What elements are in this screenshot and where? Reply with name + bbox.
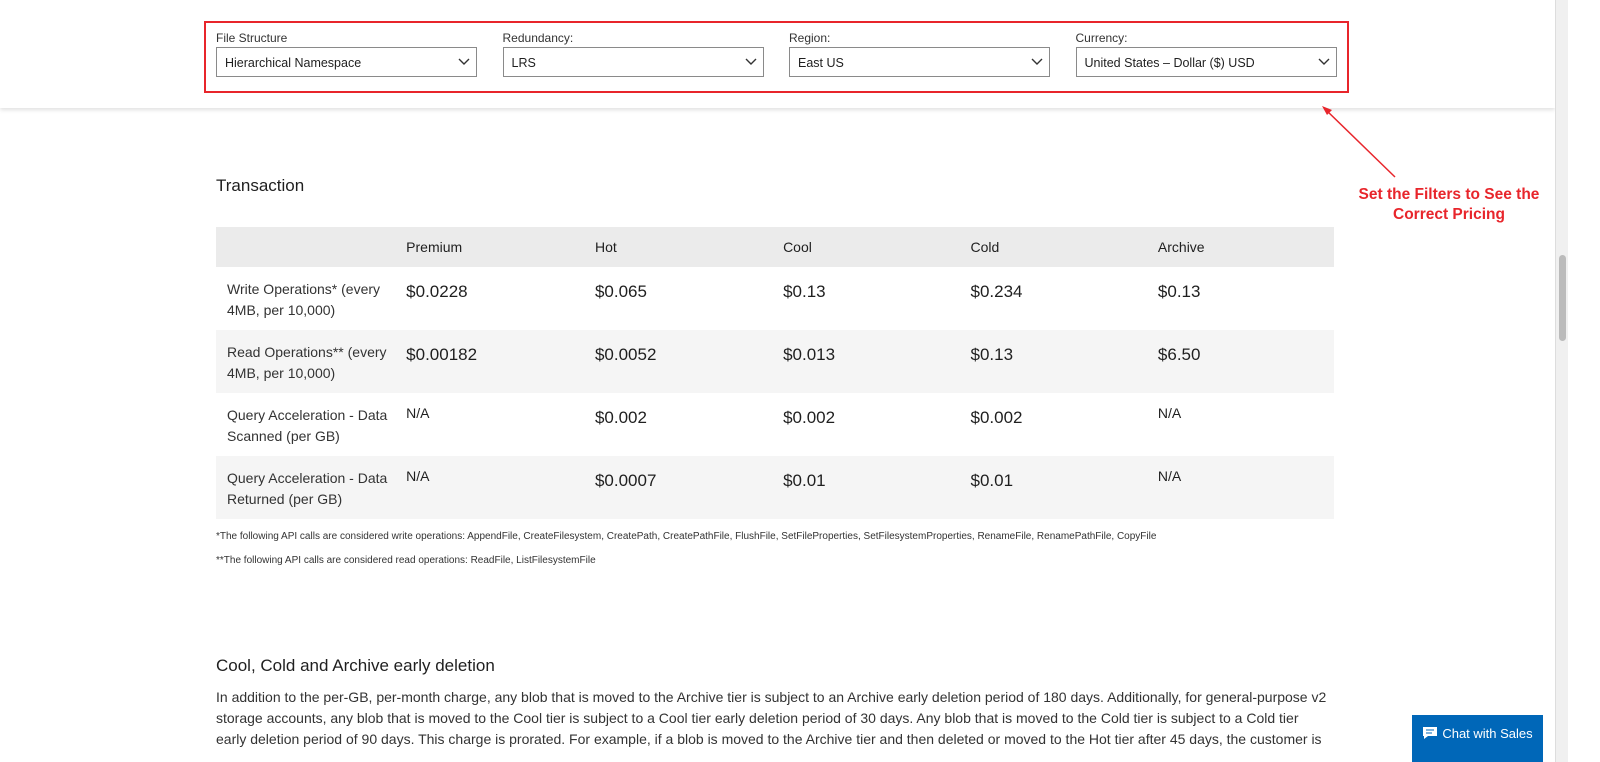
footnote: *The following API calls are considered …	[216, 531, 1157, 542]
paragraph-line: early deletion period of 90 days. This c…	[216, 731, 1322, 747]
filter-label: Region:	[789, 31, 831, 45]
dropdown-value[interactable]: East US	[798, 56, 844, 70]
price-cell: $0.0228	[395, 267, 584, 330]
filter-label: File Structure	[216, 31, 288, 45]
price-cell: $0.00182	[395, 330, 584, 393]
price-cell: $0.01	[959, 456, 1147, 519]
price-cell: $0.002	[772, 393, 960, 456]
table-row: Write Operations* (every 4MB, per 10,000…	[216, 267, 1334, 330]
footnote: **The following API calls are considered…	[216, 555, 596, 566]
dropdown-value[interactable]: United States – Dollar ($) USD	[1084, 56, 1255, 70]
filter: Redundancy: LRS	[502, 31, 764, 77]
price-cell: $0.002	[583, 393, 773, 456]
section-title: Transaction	[216, 176, 305, 195]
price-cell: N/A	[1146, 393, 1334, 456]
price-cell: $0.065	[583, 267, 773, 330]
price-cell: $0.0007	[583, 456, 773, 519]
scroll-thumb[interactable]	[1559, 255, 1566, 341]
chat-button[interactable]: Chat with Sales	[1412, 715, 1543, 762]
price-cell: $0.234	[959, 267, 1147, 330]
annotation: Set the Filters to See the Correct Prici…	[1358, 186, 1540, 223]
dropdown[interactable]: United States – Dollar ($) USD	[1075, 47, 1337, 77]
dropdown[interactable]: East US	[789, 47, 1050, 77]
filter: Region: East US	[789, 31, 1050, 77]
dropdown-value[interactable]: Hierarchical Namespace	[225, 56, 362, 70]
paragraph-line: storage accounts, any blob that is moved…	[216, 710, 1299, 726]
price-cell: N/A	[1146, 456, 1334, 519]
row-label: Query Acceleration - Data Returned (per …	[216, 456, 396, 519]
chat-label[interactable]: Chat with Sales	[1442, 726, 1533, 741]
filter: Currency: United States – Dollar ($) USD	[1075, 31, 1337, 77]
price-cell: $0.13	[959, 330, 1147, 393]
header-cell: Cool	[772, 227, 960, 267]
table-row: Query Acceleration - Data Scanned (per G…	[216, 393, 1334, 456]
filter: File Structure Hierarchical Namespace	[216, 31, 477, 77]
dropdown-value[interactable]: LRS	[511, 56, 536, 70]
margin	[1568, 0, 1600, 762]
chevron	[458, 58, 470, 65]
price-cell: $0.0052	[583, 330, 773, 393]
pricing-table: Premium Hot Cool Cold Archive Write Operation…	[216, 227, 1334, 519]
chevron	[1031, 58, 1043, 65]
price-cell: $0.13	[772, 267, 960, 330]
price-cell: $0.002	[959, 393, 1147, 456]
chevron	[745, 58, 756, 65]
dropdown[interactable]: Hierarchical Namespace	[216, 47, 477, 77]
dropdown[interactable]: LRS	[502, 47, 764, 77]
section-title: Cool, Cold and Archive early deletion	[216, 656, 495, 675]
highlight-box	[204, 21, 1349, 93]
filter-label: Currency:	[1075, 31, 1128, 45]
table-row: Query Acceleration - Data Returned (per …	[216, 456, 1334, 519]
price-cell: $0.013	[772, 330, 960, 393]
paragraph-line: In addition to the per-GB, per-month cha…	[216, 689, 1327, 705]
header-cell	[216, 227, 396, 267]
row-label: Write Operations* (every 4MB, per 10,000…	[216, 267, 396, 330]
scrollbar[interactable]	[1555, 0, 1569, 762]
chevron	[1318, 58, 1329, 65]
header-cell: Premium	[395, 227, 584, 267]
price-cell: $6.50	[1146, 330, 1334, 393]
price-cell: $0.13	[1146, 267, 1334, 330]
row-label: Read Operations** (every 4MB, per 10,000…	[216, 330, 396, 393]
filter-label: Redundancy:	[502, 31, 574, 45]
price-cell: $0.01	[772, 456, 960, 519]
table-row: Read Operations** (every 4MB, per 10,000…	[216, 330, 1334, 393]
chat-icon	[1423, 727, 1438, 739]
header-cell: Cold	[959, 227, 1147, 267]
price-cell: N/A	[395, 393, 584, 456]
header-cell: Archive	[1146, 227, 1334, 267]
header-cell: Hot	[583, 227, 773, 267]
price-cell: N/A	[395, 456, 584, 519]
annotation-arrow	[1322, 106, 1396, 178]
row-label: Query Acceleration - Data Scanned (per G…	[216, 393, 396, 456]
